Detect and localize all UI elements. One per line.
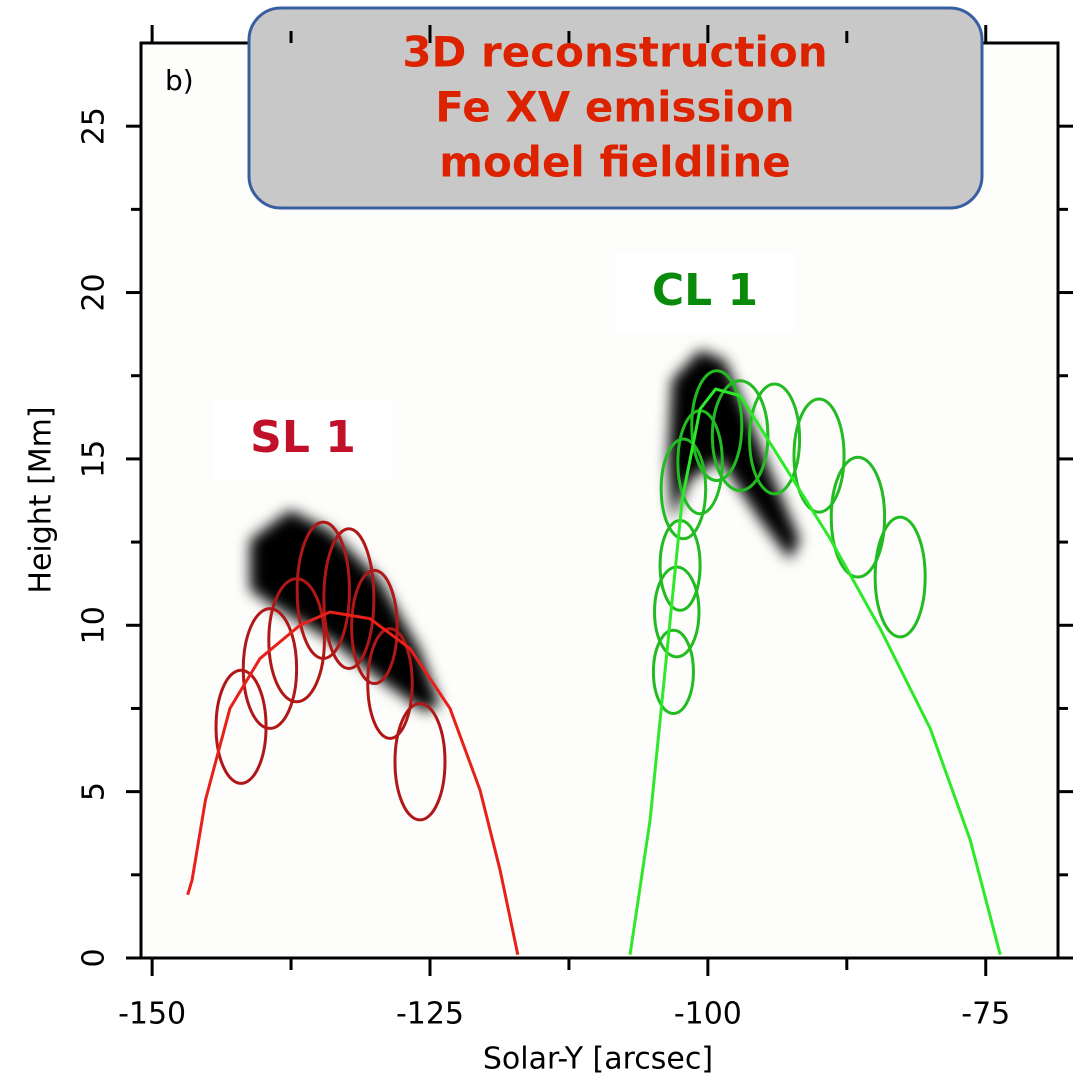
y-tick-label: 25 <box>77 107 112 145</box>
panel-label: b) <box>165 64 194 97</box>
x-tick-label: -75 <box>961 997 1010 1032</box>
x-tick-label: -100 <box>674 997 742 1032</box>
y-tick-label: 10 <box>77 606 112 644</box>
y-tick-label: 0 <box>77 948 112 967</box>
annotation: SL 1 <box>250 412 356 463</box>
chart-title: model fieldline <box>439 138 790 187</box>
chart: b) 3D reconstruction Fe XV emission model … <box>0 0 1073 1085</box>
y-tick-label: 15 <box>77 440 112 478</box>
x-tick-label: -125 <box>396 997 464 1032</box>
y-tick-label: 20 <box>77 273 112 311</box>
y-axis-label: Height [Mm] <box>24 406 59 593</box>
title: 3D reconstruction Fe XV emission model fie… <box>402 28 827 187</box>
chart-title: 3D reconstruction <box>402 28 827 77</box>
y-tick-label: 5 <box>77 782 112 801</box>
annotation: CL 1 <box>652 265 758 316</box>
x-tick-label: -150 <box>118 997 186 1032</box>
x-axis-label: Solar-Y [arcsec] <box>483 1042 713 1077</box>
chart-title: Fe XV emission <box>435 83 794 132</box>
